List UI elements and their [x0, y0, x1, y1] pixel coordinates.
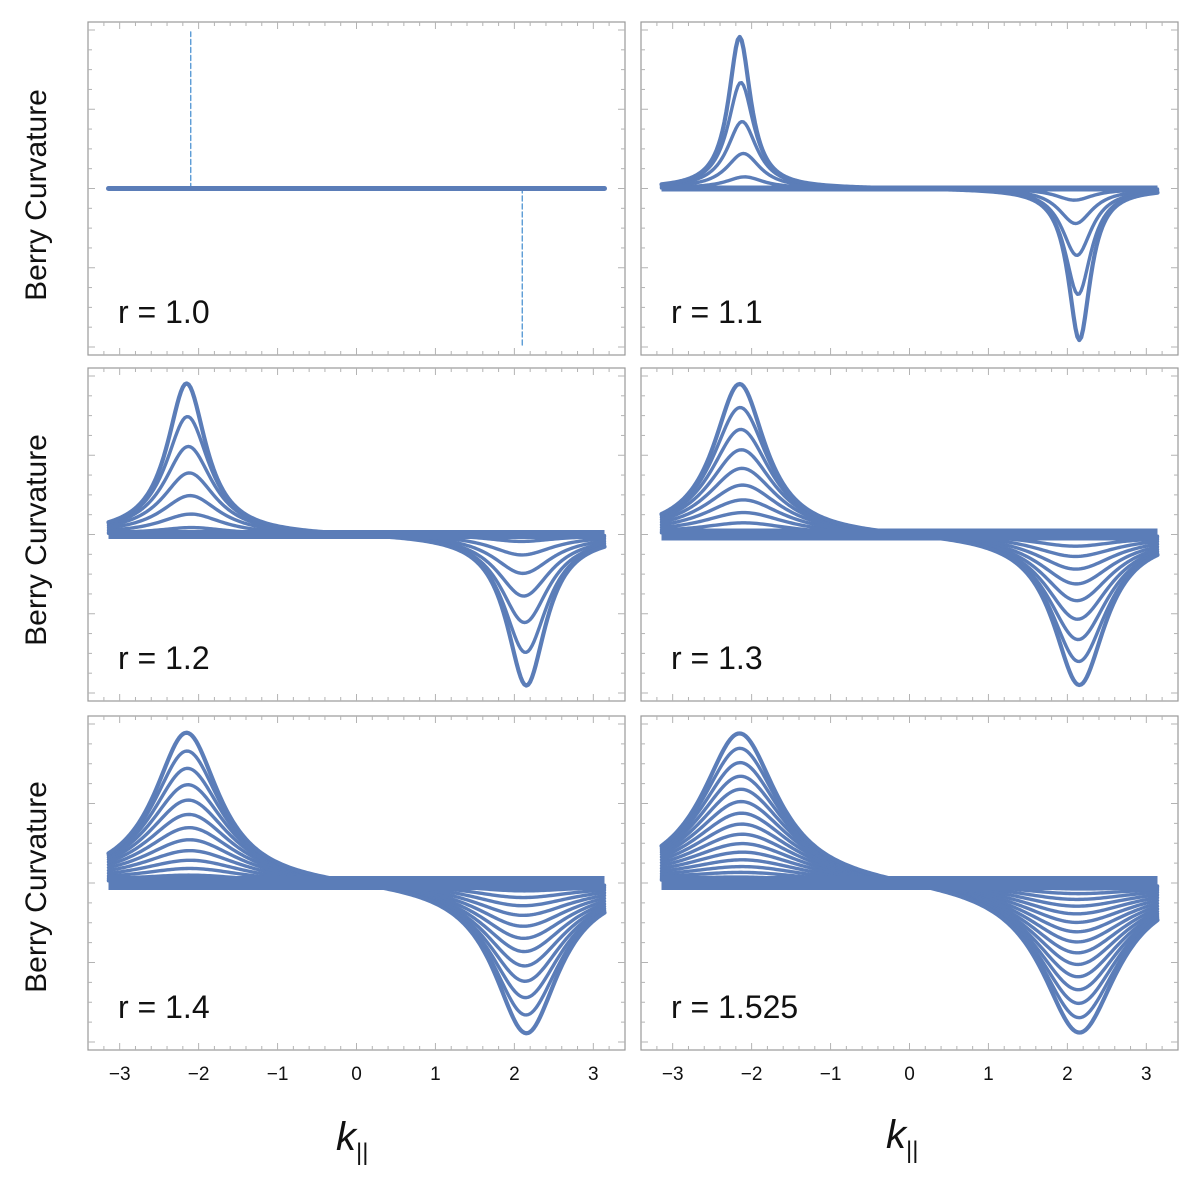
x-tick-label: 0 [904, 1064, 915, 1085]
x-tick-label: 2 [509, 1064, 520, 1085]
frame-ticks [88, 22, 625, 355]
curves [106, 31, 607, 346]
x-axis-label-right: k|| [886, 1113, 918, 1164]
panel-bottom-left: r = 1.4 −3 −2 −1 0 1 2 3 [87, 715, 626, 1085]
panel-mid-left: r = 1.2 [87, 367, 626, 702]
x-tick-label: 2 [1062, 1064, 1073, 1085]
curves [106, 381, 607, 688]
x-tick-label: −1 [267, 1064, 289, 1085]
frame-ticks [641, 22, 1178, 355]
x-tick-label: −2 [188, 1064, 210, 1085]
parameter-label: r = 1.1 [671, 294, 763, 330]
curves [106, 730, 607, 1036]
x-tick-label: 1 [430, 1064, 441, 1085]
x-tick-label: −2 [741, 1064, 763, 1085]
panel-bottom-right: r = 1.525 −3 −2 −1 0 1 2 3 [640, 715, 1179, 1085]
frame-ticks [88, 368, 625, 701]
curves [659, 731, 1160, 1035]
parameter-label: r = 1.2 [118, 640, 210, 676]
x-axis-label-left-k: k [336, 1115, 358, 1159]
curves [659, 34, 1160, 343]
x-axis-label-left: k|| [336, 1115, 368, 1166]
x-tick-label: 1 [983, 1064, 994, 1085]
x-tick-label: 3 [1141, 1064, 1152, 1085]
curves [659, 381, 1160, 688]
frame-ticks [641, 716, 1178, 1050]
x-tick-label: −3 [662, 1064, 684, 1085]
parameter-label: r = 1.4 [118, 989, 210, 1025]
frame-ticks [641, 368, 1178, 701]
parameter-label: r = 1.0 [118, 294, 210, 330]
x-axis-label-right-sub: || [906, 1137, 918, 1164]
y-axis-label-row-1: Berry Curvature [20, 89, 53, 301]
panel-mid-right: r = 1.3 [640, 367, 1179, 702]
frame-ticks [88, 716, 625, 1050]
x-tick-label: −1 [820, 1064, 842, 1085]
x-axis-label-right-k: k [886, 1113, 908, 1157]
x-tick-label: 3 [588, 1064, 599, 1085]
x-axis-label-left-sub: || [356, 1139, 368, 1166]
y-axis-label-row-2: Berry Curvature [20, 434, 53, 646]
parameter-label: r = 1.3 [671, 640, 763, 676]
x-tick-label: 0 [351, 1064, 362, 1085]
y-axis-label-row-3: Berry Curvature [20, 781, 53, 993]
parameter-label: r = 1.525 [671, 989, 798, 1025]
panel-top-left: r = 1.0 [87, 21, 626, 356]
x-tick-label: −3 [109, 1064, 131, 1085]
panel-top-right: r = 1.1 [640, 21, 1179, 356]
